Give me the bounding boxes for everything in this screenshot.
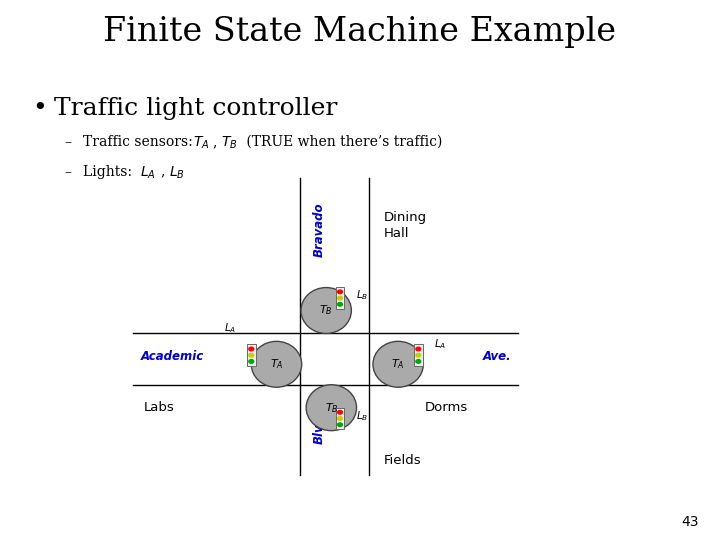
Text: $L_B$: $L_B$ bbox=[356, 288, 368, 302]
FancyBboxPatch shape bbox=[336, 287, 344, 309]
Text: 43: 43 bbox=[681, 515, 698, 529]
Text: Bravado: Bravado bbox=[312, 202, 325, 257]
Text: Lights:: Lights: bbox=[83, 165, 136, 179]
Text: $L_A$: $L_A$ bbox=[223, 321, 236, 335]
Text: $T_B$: $T_B$ bbox=[325, 401, 338, 415]
Text: Labs: Labs bbox=[144, 401, 175, 414]
Text: ,: , bbox=[212, 135, 217, 149]
Circle shape bbox=[338, 423, 343, 427]
Text: $T_A$: $T_A$ bbox=[392, 357, 405, 371]
Circle shape bbox=[416, 353, 420, 357]
Text: $T_B$: $T_B$ bbox=[221, 135, 238, 151]
Circle shape bbox=[249, 353, 253, 357]
Text: $L_B$: $L_B$ bbox=[356, 409, 368, 423]
Text: Fields: Fields bbox=[384, 454, 421, 467]
Text: (TRUE when there’s traffic): (TRUE when there’s traffic) bbox=[242, 135, 442, 149]
Circle shape bbox=[338, 296, 343, 300]
FancyBboxPatch shape bbox=[336, 408, 344, 429]
Circle shape bbox=[416, 347, 420, 351]
Text: $L_A$: $L_A$ bbox=[140, 165, 156, 181]
Text: Academic: Academic bbox=[140, 350, 204, 363]
Text: ,: , bbox=[161, 165, 165, 179]
Ellipse shape bbox=[373, 341, 423, 387]
Text: $L_A$: $L_A$ bbox=[434, 338, 446, 352]
Text: •: • bbox=[32, 97, 47, 120]
Text: Dorms: Dorms bbox=[425, 401, 468, 414]
Text: $T_A$: $T_A$ bbox=[270, 357, 283, 371]
Ellipse shape bbox=[301, 287, 351, 333]
Circle shape bbox=[338, 290, 343, 294]
Text: $L_B$: $L_B$ bbox=[169, 165, 185, 181]
Ellipse shape bbox=[306, 384, 356, 431]
FancyBboxPatch shape bbox=[414, 345, 423, 366]
Text: Finite State Machine Example: Finite State Machine Example bbox=[104, 16, 616, 48]
Text: $T_B$: $T_B$ bbox=[320, 303, 333, 318]
Text: $T_A$: $T_A$ bbox=[193, 135, 210, 151]
Ellipse shape bbox=[251, 341, 302, 387]
Text: Ave.: Ave. bbox=[482, 350, 511, 363]
Circle shape bbox=[338, 410, 343, 414]
Circle shape bbox=[249, 347, 253, 351]
Text: Blvd.: Blvd. bbox=[312, 410, 325, 444]
Text: –: – bbox=[65, 135, 72, 149]
Text: Dining
Hall: Dining Hall bbox=[384, 211, 427, 240]
Text: –: – bbox=[65, 165, 72, 179]
Circle shape bbox=[338, 417, 343, 420]
Circle shape bbox=[249, 360, 253, 363]
Circle shape bbox=[416, 360, 420, 363]
FancyBboxPatch shape bbox=[247, 345, 256, 366]
Text: Traffic sensors:: Traffic sensors: bbox=[83, 135, 197, 149]
Circle shape bbox=[338, 302, 343, 306]
Text: Traffic light controller: Traffic light controller bbox=[54, 97, 338, 120]
